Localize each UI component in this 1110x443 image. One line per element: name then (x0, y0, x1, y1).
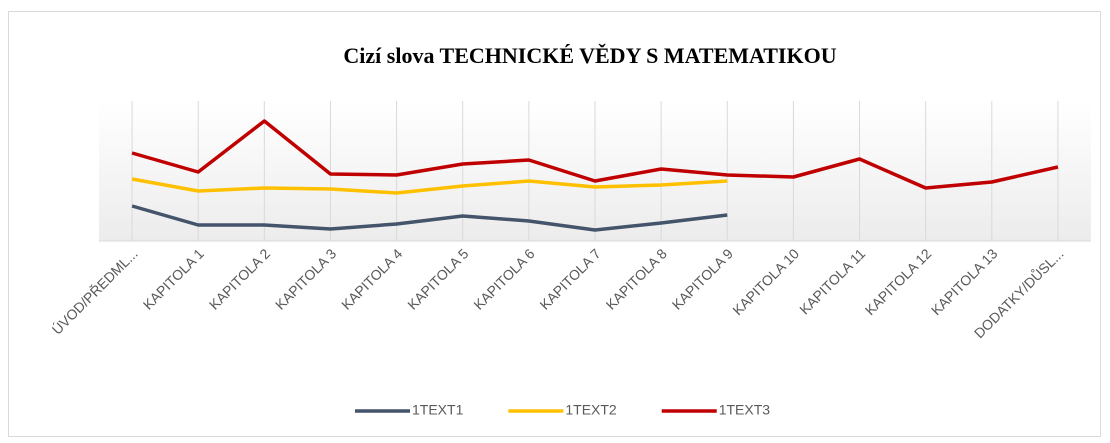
series-line (131, 204, 728, 232)
chart-title: Cizí slova TECHNICKÉ VĚDY S MATEMATIKOU (343, 43, 836, 68)
legend-label: 1TEXT1 (412, 402, 464, 418)
legend-label: 1TEXT3 (719, 402, 771, 418)
legend-label: 1TEXT2 (565, 402, 617, 418)
series-line (131, 177, 728, 195)
series-line (131, 119, 1059, 190)
